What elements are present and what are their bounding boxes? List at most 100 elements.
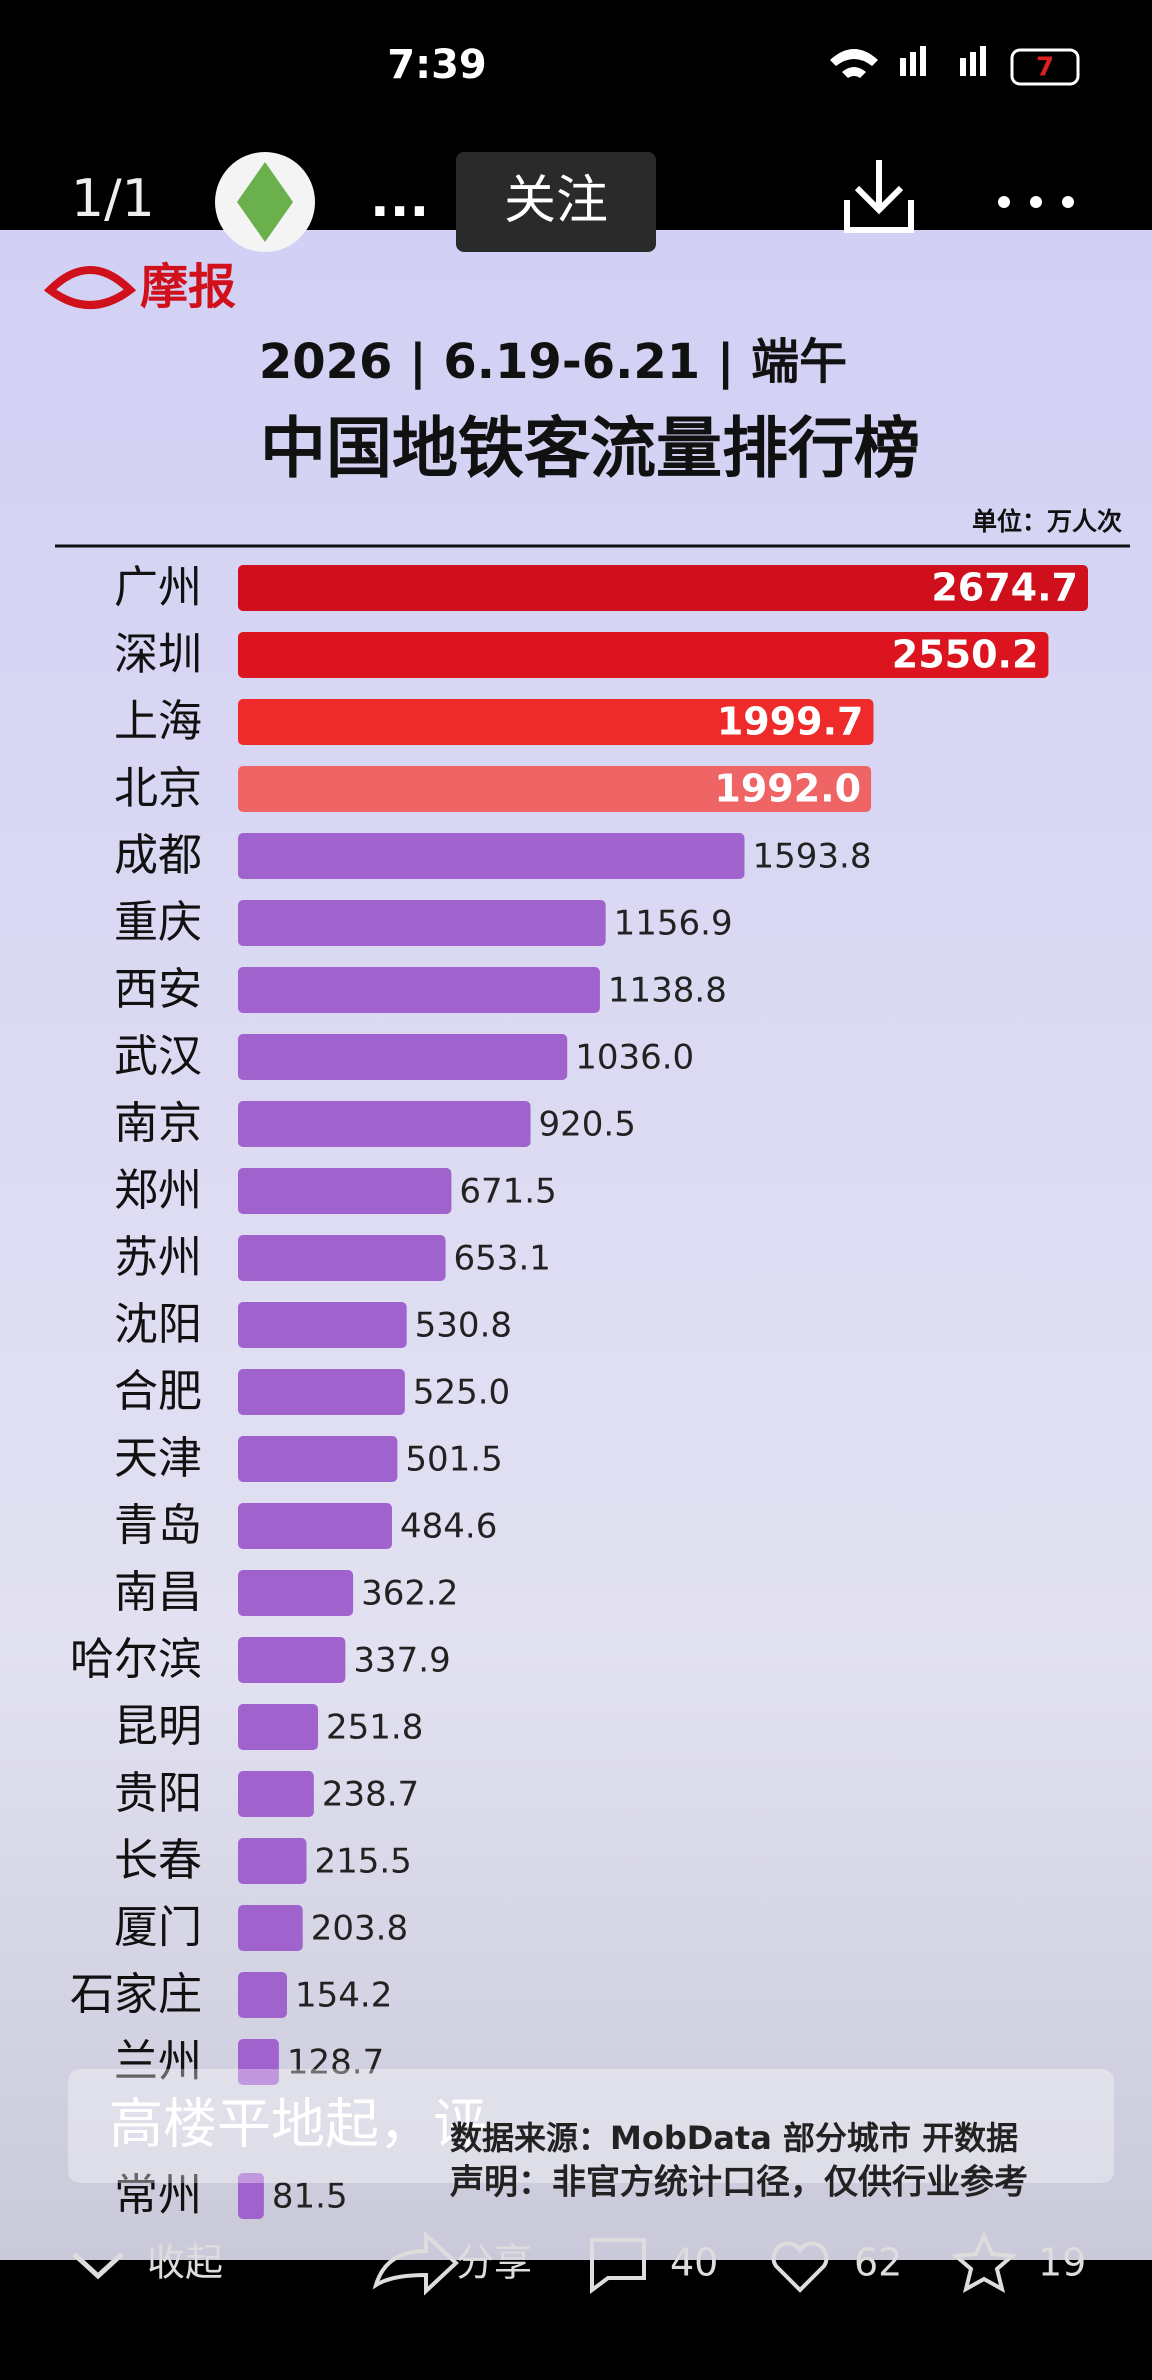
bar [238, 833, 745, 879]
caption[interactable]: 高楼平地起，评 [109, 2093, 487, 2156]
like-icon[interactable] [771, 2241, 829, 2293]
value-label: 215.5 [314, 1842, 411, 1882]
follow-label: 关注 [504, 171, 608, 231]
bar [238, 1972, 288, 2018]
favorites: 19 [1038, 2241, 1086, 2285]
category-label: 昆明 [114, 1701, 202, 1752]
category-label: 长春 [114, 1835, 202, 1886]
share[interactable]: 分享 [456, 2241, 532, 2285]
favorite-icon[interactable] [951, 2231, 1017, 2293]
value-label: 920.5 [539, 1105, 636, 1145]
bar [238, 1101, 531, 1147]
category-label: 苏州 [114, 1232, 202, 1283]
caption-box [68, 2069, 1114, 2183]
bar [238, 1436, 398, 1482]
disclaimer: 声明：非官方统计口径，仅供行业参考 [450, 2163, 1028, 2203]
logo: 摩报 [140, 259, 236, 315]
status-icons [830, 46, 1080, 86]
bar [238, 967, 600, 1013]
category-label: 兰州 [114, 2036, 202, 2087]
collapse-icon[interactable] [72, 2252, 124, 2280]
comment-icon[interactable] [590, 2238, 646, 2294]
chart-subtitle: 中国地铁客流量排行榜 [260, 410, 920, 487]
category-label: 武汉 [114, 1031, 202, 1082]
bar [238, 1704, 319, 1750]
bar [238, 1235, 446, 1281]
value-label: 1156.9 [614, 904, 733, 944]
bar [238, 565, 1088, 611]
unit: 单位：万人次 [972, 507, 1122, 536]
bar [238, 1302, 407, 1348]
username[interactable]: ... [370, 169, 429, 229]
share-icon[interactable] [372, 2230, 459, 2296]
bar [238, 1905, 303, 1951]
follow-button[interactable] [456, 152, 656, 252]
category-label: 成都 [114, 830, 202, 881]
value-label: 671.5 [459, 1172, 556, 1212]
bar [238, 1503, 393, 1549]
collapse[interactable]: 收起 [147, 2241, 223, 2285]
value-label: 81.5 [272, 2177, 348, 2217]
value-label: 2674.7 [931, 566, 1078, 610]
value-label: 1593.8 [752, 837, 871, 877]
category-label: 上海 [114, 696, 202, 747]
value-label: 501.5 [405, 1440, 502, 1480]
source: 数据来源：MobData 部分城市 开数据 [450, 2119, 1018, 2157]
bar [238, 1570, 354, 1616]
value-label: 525.0 [413, 1373, 510, 1413]
value-label: 128.7 [287, 2043, 384, 2083]
category-label: 南京 [114, 1098, 202, 1149]
avatar-art [237, 162, 293, 242]
value-label: 203.8 [311, 1909, 408, 1949]
comments: 40 [670, 2241, 718, 2285]
bar [238, 1637, 346, 1683]
bar [238, 699, 874, 745]
category-label: 厦门 [114, 1902, 202, 1953]
bar [238, 2039, 279, 2085]
category-label: 沈阳 [114, 1299, 202, 1350]
bar [238, 900, 606, 946]
bar [238, 1771, 314, 1817]
bar [238, 766, 872, 812]
category-label: 郑州 [114, 1165, 202, 1216]
value-label: 1999.7 [717, 700, 864, 744]
value-label: 154.2 [295, 1976, 392, 2016]
category-label: 青岛 [114, 1500, 202, 1551]
value-label: 530.8 [415, 1306, 512, 1346]
value-label: 1138.8 [608, 971, 727, 1011]
footer-bar [0, 2260, 1152, 2376]
category-label: 北京 [114, 763, 202, 814]
category-label: 南昌 [114, 1567, 202, 1618]
more-icon[interactable] [998, 196, 1074, 208]
value-label: 238.7 [322, 1775, 419, 1815]
category-label: 广州 [114, 562, 202, 613]
download-icon[interactable] [844, 160, 914, 233]
value-label: 2550.2 [892, 633, 1039, 677]
bars: 广州 2674.7 深圳 2550.2 上海 1999.7 北京 1992.0 成都 1593.8… [70, 562, 1088, 2221]
category-label: 天津 [114, 1433, 202, 1484]
counter: 1/1 [71, 169, 155, 229]
value-label: 484.6 [400, 1507, 497, 1547]
value-label: 1036.0 [575, 1038, 694, 1078]
bar [238, 1034, 568, 1080]
likes: 62 [854, 2241, 902, 2285]
value-label: 251.8 [326, 1708, 423, 1748]
category-label: 深圳 [114, 629, 202, 680]
value-label: 362.2 [361, 1574, 458, 1614]
value-label: 337.9 [353, 1641, 450, 1681]
category-label: 西安 [114, 964, 202, 1015]
category-label: 哈尔滨 [70, 1634, 202, 1685]
category-label: 石家庄 [70, 1969, 202, 2020]
category-label: 贵阳 [114, 1768, 202, 1819]
value-label: 653.1 [454, 1239, 551, 1279]
bar [238, 2173, 264, 2219]
logo-icon [43, 266, 137, 309]
chart-title: 2026 | 6.19-6.21 | 端午 [259, 334, 847, 390]
bar [238, 632, 1049, 678]
bar [238, 1838, 307, 1884]
bar [238, 1369, 405, 1415]
category-label: 重庆 [114, 897, 202, 948]
value-label: 1992.0 [714, 767, 861, 811]
